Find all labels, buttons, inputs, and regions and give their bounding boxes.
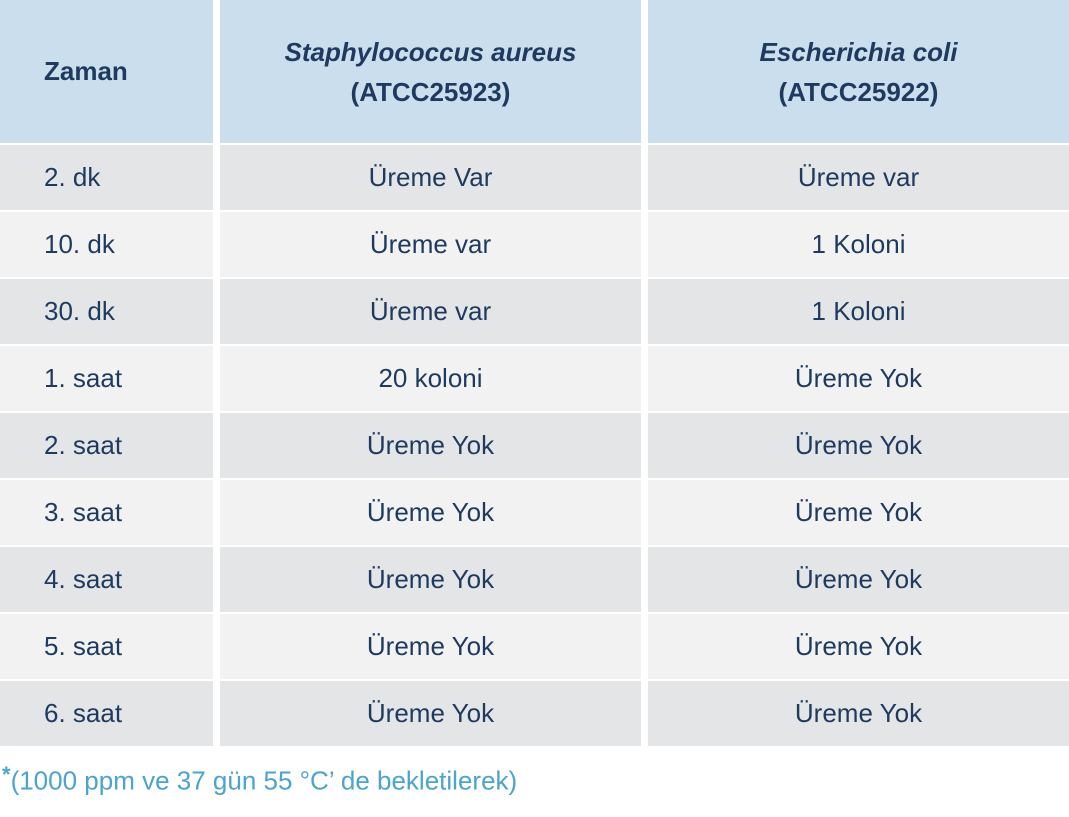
cell-s-aureus: Üreme Var (220, 145, 641, 210)
species-name-s-aureus: Staphylococcus aureus (284, 36, 577, 67)
footnote: *(1000 ppm ve 37 gün 55 °C’ de bekletile… (0, 760, 1069, 797)
cell-e-coli: 1 Koloni (648, 212, 1069, 277)
cell-e-coli: Üreme Yok (648, 480, 1069, 545)
header-e-coli: Escherichia coli (ATCC25922) (648, 0, 1069, 143)
cell-e-coli: Üreme Yok (648, 681, 1069, 746)
strain-code-s-aureus: (ATCC25923) (350, 76, 511, 107)
cell-s-aureus: Üreme Yok (220, 480, 641, 545)
results-table: Zaman Staphylococcus aureus (ATCC25923) … (0, 0, 1069, 746)
header-s-aureus-lines: Staphylococcus aureus (ATCC25923) (285, 32, 577, 112)
strain-code-e-coli: (ATCC25922) (778, 76, 939, 107)
cell-s-aureus: Üreme Yok (220, 547, 641, 612)
cell-time: 2. saat (0, 413, 213, 478)
cell-s-aureus: Üreme Yok (220, 614, 641, 679)
cell-e-coli: Üreme var (648, 145, 1069, 210)
cell-e-coli: Üreme Yok (648, 346, 1069, 411)
footnote-text: (1000 ppm ve 37 gün 55 °C’ de bekletiler… (10, 765, 518, 796)
cell-time: 1. saat (0, 346, 213, 411)
cell-s-aureus: 20 koloni (220, 346, 641, 411)
cell-e-coli: 1 Koloni (648, 279, 1069, 344)
header-zaman: Zaman (0, 0, 213, 143)
footnote-asterisk-marker: * (2, 762, 11, 787)
cell-s-aureus: Üreme Yok (220, 413, 641, 478)
cell-e-coli: Üreme Yok (648, 547, 1069, 612)
cell-time: 5. saat (0, 614, 213, 679)
cell-s-aureus: Üreme Yok (220, 681, 641, 746)
results-page: Zaman Staphylococcus aureus (ATCC25923) … (0, 0, 1069, 797)
cell-s-aureus: Üreme var (220, 279, 641, 344)
header-s-aureus: Staphylococcus aureus (ATCC25923) (220, 0, 641, 143)
cell-e-coli: Üreme Yok (648, 413, 1069, 478)
cell-time: 10. dk (0, 212, 213, 277)
cell-time: 3. saat (0, 480, 213, 545)
cell-s-aureus: Üreme var (220, 212, 641, 277)
cell-time: 2. dk (0, 145, 213, 210)
cell-time: 30. dk (0, 279, 213, 344)
cell-time: 6. saat (0, 681, 213, 746)
cell-e-coli: Üreme Yok (648, 614, 1069, 679)
cell-time: 4. saat (0, 547, 213, 612)
species-name-e-coli: Escherichia coli (759, 36, 958, 67)
header-e-coli-lines: Escherichia coli (ATCC25922) (760, 32, 958, 112)
